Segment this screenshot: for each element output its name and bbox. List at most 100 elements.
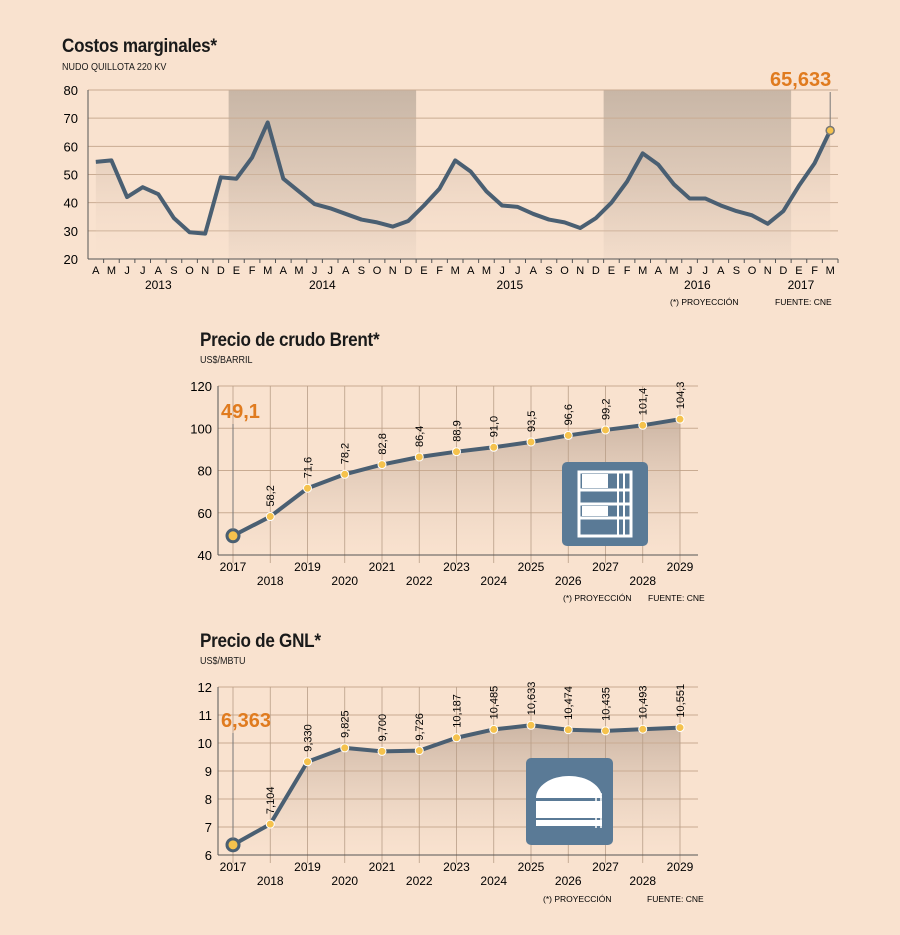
data-label: 93,5 [526, 411, 538, 432]
x-tick-label: D [217, 265, 225, 277]
x-tick-label: 2018 [257, 874, 284, 888]
x-tick-label: 2028 [629, 874, 656, 888]
projection-note: (*) PROYECCIÓN [543, 894, 611, 904]
x-tick-label: E [233, 265, 240, 277]
data-label: 9,330 [303, 724, 315, 752]
x-tick-label: 2026 [555, 574, 582, 588]
y-tick-label: 10 [198, 736, 212, 751]
y-tick-label: 60 [64, 139, 78, 154]
x-tick-label: A [280, 265, 288, 277]
data-label: 10,485 [489, 686, 501, 720]
data-point [825, 125, 835, 136]
x-tick-label: M [294, 265, 303, 277]
callout-value: 6,363 [221, 710, 271, 732]
data-point [601, 425, 610, 435]
x-tick-label: A [530, 265, 538, 277]
data-label: 104,3 [675, 382, 687, 410]
y-tick-label: 11 [199, 708, 213, 723]
x-tick-label: 2023 [443, 860, 470, 874]
x-tick-label: F [249, 265, 256, 277]
x-tick-label: J [515, 265, 521, 277]
x-tick-label: 2027 [592, 860, 619, 874]
data-point [377, 460, 387, 470]
y-tick-label: 100 [190, 421, 212, 436]
data-point [340, 469, 350, 479]
data-point [675, 723, 685, 733]
y-tick-label: 9 [205, 764, 212, 779]
data-label: 82,8 [377, 433, 389, 454]
marginal-chart-subtitle: NUDO QUILLOTA 220 KV [62, 62, 167, 73]
y-tick-label: 20 [64, 252, 78, 267]
x-tick-label: D [404, 265, 412, 277]
source-note: FUENTE: CNE [647, 894, 704, 904]
data-point [563, 430, 573, 440]
x-tick-label: M [107, 265, 116, 277]
y-tick-label: 70 [64, 111, 78, 126]
y-tick-label: 7 [205, 820, 212, 835]
source-note: FUENTE: CNE [775, 297, 832, 307]
x-tick-label: J [312, 265, 318, 277]
data-label: 10,551 [675, 684, 687, 718]
x-tick-label: O [748, 265, 757, 277]
year-label: 2015 [497, 278, 524, 292]
data-point [225, 528, 241, 544]
year-label: 2013 [145, 278, 172, 292]
series-line [95, 120, 832, 236]
data-label: 91,0 [489, 416, 501, 437]
data-point [340, 743, 350, 753]
x-tick-label: A [155, 265, 163, 277]
data-point [526, 720, 536, 730]
x-tick-label: 2026 [555, 874, 582, 888]
brent-chart: 40 60 80 100 120 58,2 71,6 78,2 82,8 86,4 88,9 91,0… [190, 379, 705, 603]
year-label: 2017 [788, 278, 815, 292]
data-label: 10,474 [563, 686, 575, 720]
gnl-chart: 6 7 8 9 10 11 12 7,104 9,330 9,825 9,700 9,726 10,18… [198, 680, 704, 904]
data-label: 99,2 [601, 399, 613, 420]
x-tick-label: M [638, 265, 647, 277]
gnl-chart-subtitle: US$/MBTU [200, 656, 246, 667]
x-tick-label: N [764, 265, 772, 277]
x-tick-label: E [795, 265, 802, 277]
marginal-chart-title: Costos marginales* [62, 36, 217, 57]
x-tick-label: E [608, 265, 615, 277]
x-tick-label: S [733, 265, 740, 277]
x-tick-label: 2019 [294, 860, 321, 874]
x-tick-label: 2028 [629, 574, 656, 588]
x-tick-label: O [373, 265, 382, 277]
data-point [563, 725, 573, 735]
x-tick-label: M [669, 265, 678, 277]
data-label: 10,633 [526, 682, 538, 716]
brent-chart-subtitle: US$/BARRIL [200, 355, 253, 366]
x-tick-label: J [687, 265, 693, 277]
x-tick-label: S [358, 265, 365, 277]
x-tick-label: J [702, 265, 708, 277]
x-tick-label: 2025 [518, 560, 545, 574]
y-tick-label: 120 [190, 379, 212, 394]
x-tick-label: N [576, 265, 584, 277]
x-tick-label: 2017 [220, 560, 247, 574]
x-tick-label: 2025 [518, 860, 545, 874]
y-tick-label: 40 [64, 196, 78, 211]
y-tick-label: 50 [64, 168, 78, 183]
data-point [638, 420, 648, 430]
callout-value: 49,1 [221, 401, 260, 423]
data-label: 96,6 [563, 404, 575, 425]
data-label: 7,104 [265, 787, 277, 815]
data-label: 88,9 [452, 420, 464, 441]
brent-chart-title: Precio de crudo Brent* [200, 330, 380, 351]
x-tick-label: A [467, 265, 475, 277]
x-tick-label: 2018 [257, 574, 284, 588]
y-tick-label: 6 [205, 848, 212, 863]
x-tick-label: S [170, 265, 177, 277]
data-point [526, 437, 536, 447]
y-tick-label: 80 [64, 83, 78, 98]
data-point [452, 733, 461, 743]
x-tick-label: 2020 [331, 874, 358, 888]
x-tick-label: O [185, 265, 194, 277]
x-tick-label: 2022 [406, 574, 433, 588]
data-point [303, 483, 312, 493]
data-point [452, 447, 461, 457]
projection-note: (*) PROYECCIÓN [670, 297, 738, 307]
